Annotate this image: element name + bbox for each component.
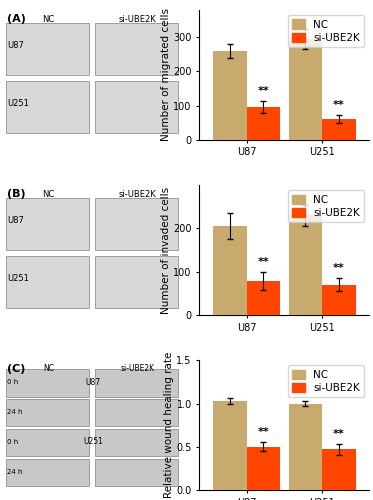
Text: U251: U251 [83, 438, 103, 446]
Text: **: ** [333, 429, 345, 439]
Text: si-UBE2K: si-UBE2K [120, 364, 154, 373]
FancyBboxPatch shape [95, 23, 178, 75]
Y-axis label: Relative wound healing rate: Relative wound healing rate [164, 352, 174, 498]
Text: 24 h: 24 h [7, 409, 23, 415]
FancyBboxPatch shape [95, 459, 178, 486]
Text: 24 h: 24 h [7, 469, 23, 475]
FancyBboxPatch shape [6, 198, 89, 250]
Text: **: ** [333, 100, 345, 110]
Text: U251: U251 [7, 274, 29, 283]
FancyBboxPatch shape [6, 459, 89, 486]
Bar [289, 39, 322, 140]
Text: U87: U87 [85, 378, 100, 387]
Bar [322, 119, 355, 140]
Text: **: ** [257, 86, 269, 96]
Text: NC: NC [42, 190, 54, 200]
Y-axis label: Number of migrated cells: Number of migrated cells [160, 8, 170, 141]
FancyBboxPatch shape [95, 399, 178, 426]
Text: U87: U87 [7, 40, 24, 50]
Y-axis label: Number of invaded cells: Number of invaded cells [160, 186, 170, 314]
Legend: NC, si-UBE2K: NC, si-UBE2K [288, 15, 364, 47]
FancyBboxPatch shape [6, 399, 89, 426]
Bar [322, 450, 355, 490]
FancyBboxPatch shape [95, 429, 178, 456]
Bar [213, 51, 247, 140]
FancyBboxPatch shape [95, 370, 178, 396]
Text: (B): (B) [7, 189, 26, 199]
Bar [289, 404, 322, 490]
Text: **: ** [333, 263, 345, 273]
Bar [247, 108, 280, 140]
Bar [247, 447, 280, 490]
Legend: NC, si-UBE2K: NC, si-UBE2K [288, 366, 364, 398]
FancyBboxPatch shape [95, 256, 178, 308]
Text: **: ** [257, 427, 269, 437]
FancyBboxPatch shape [95, 82, 178, 133]
Text: si-UBE2K: si-UBE2K [119, 190, 156, 200]
Bar [289, 216, 322, 315]
FancyBboxPatch shape [6, 82, 89, 133]
Text: NC: NC [42, 15, 54, 24]
FancyBboxPatch shape [6, 23, 89, 75]
Text: U87: U87 [7, 216, 24, 224]
FancyBboxPatch shape [6, 370, 89, 396]
Text: (A): (A) [7, 14, 26, 24]
Text: 0 h: 0 h [7, 439, 19, 445]
Bar [247, 281, 280, 315]
Text: (C): (C) [7, 364, 26, 374]
Text: 0 h: 0 h [7, 380, 19, 386]
Legend: NC, si-UBE2K: NC, si-UBE2K [288, 190, 364, 222]
Text: NC: NC [43, 364, 54, 373]
Text: si-UBE2K: si-UBE2K [119, 15, 156, 24]
FancyBboxPatch shape [6, 429, 89, 456]
Bar [213, 226, 247, 315]
Bar [322, 284, 355, 315]
Bar [213, 401, 247, 490]
FancyBboxPatch shape [6, 256, 89, 308]
Text: **: ** [257, 258, 269, 268]
FancyBboxPatch shape [95, 198, 178, 250]
Text: U251: U251 [7, 99, 29, 108]
